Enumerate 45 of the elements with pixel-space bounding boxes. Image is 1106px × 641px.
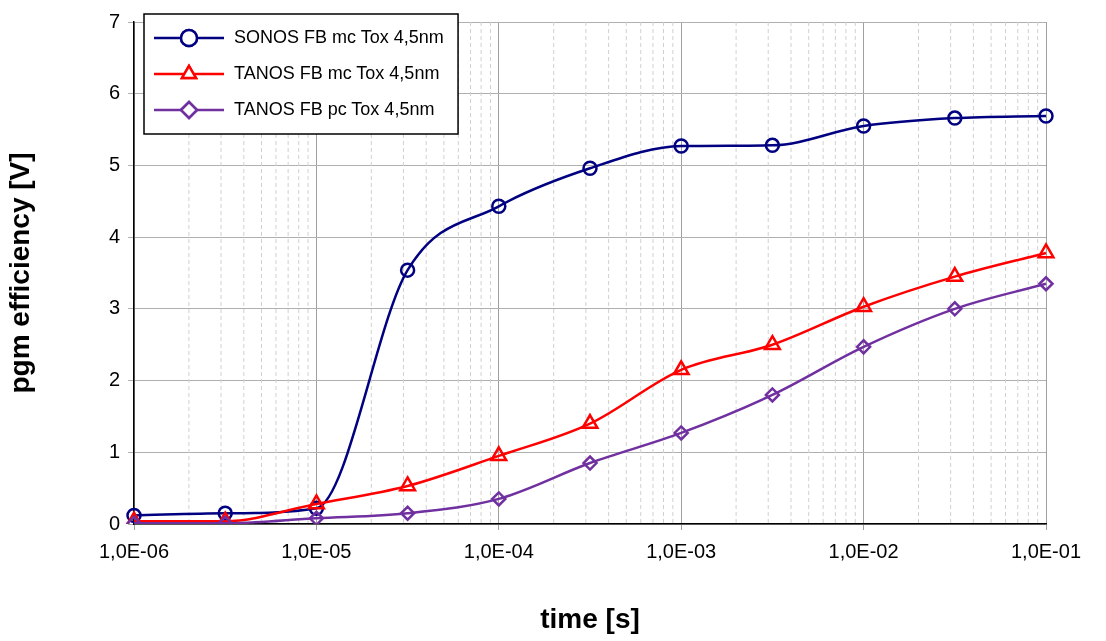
point [398, 476, 417, 492]
legend-label: SONOS FB mc Tox 4,5nm [234, 26, 444, 47]
point [1037, 243, 1055, 259]
x-axis-title: time [s] [540, 602, 640, 634]
y-tick-label: 0 [108, 511, 120, 534]
point [399, 505, 416, 521]
point [1038, 276, 1054, 292]
y-tick-label: 7 [108, 9, 120, 32]
point [946, 266, 964, 283]
point [582, 455, 598, 471]
y-tick-label: 6 [108, 81, 120, 104]
point [855, 118, 872, 134]
x-tick-label: 1,0E-01 [1010, 539, 1082, 562]
point [854, 296, 873, 313]
point [947, 110, 963, 126]
y-tick-label: 2 [108, 368, 120, 391]
point [581, 413, 599, 430]
point [491, 198, 507, 215]
point [672, 360, 690, 376]
point [1038, 108, 1054, 124]
point [490, 446, 508, 462]
point [673, 425, 689, 441]
x-tick-label: 1,0E-06 [98, 539, 170, 562]
point [307, 494, 326, 510]
y-tick-label: 1 [108, 439, 120, 462]
y-axis-title: pgm efficiency [V] [3, 152, 35, 394]
point [399, 262, 416, 278]
legend-label: TANOS FB mc Tox 4,5nm [234, 62, 440, 83]
y-tick-label: 3 [108, 296, 120, 319]
point [491, 491, 507, 507]
point [855, 339, 872, 355]
legend-label: TANOS FB pc Tox 4,5nm [234, 98, 435, 119]
point [673, 138, 689, 154]
y-tick-label: 5 [108, 152, 120, 175]
point [947, 301, 963, 317]
x-tick-label: 1,0E-02 [828, 539, 899, 562]
x-tick-label: 1,0E-04 [463, 539, 534, 562]
point [764, 387, 781, 403]
point [582, 160, 598, 177]
point [308, 510, 325, 524]
y-tick-label: 4 [108, 224, 120, 247]
point [764, 137, 781, 154]
x-tick-label: 1,0E-03 [646, 539, 717, 562]
x-tick-label: 1,0E-05 [281, 539, 352, 562]
point [763, 334, 782, 351]
